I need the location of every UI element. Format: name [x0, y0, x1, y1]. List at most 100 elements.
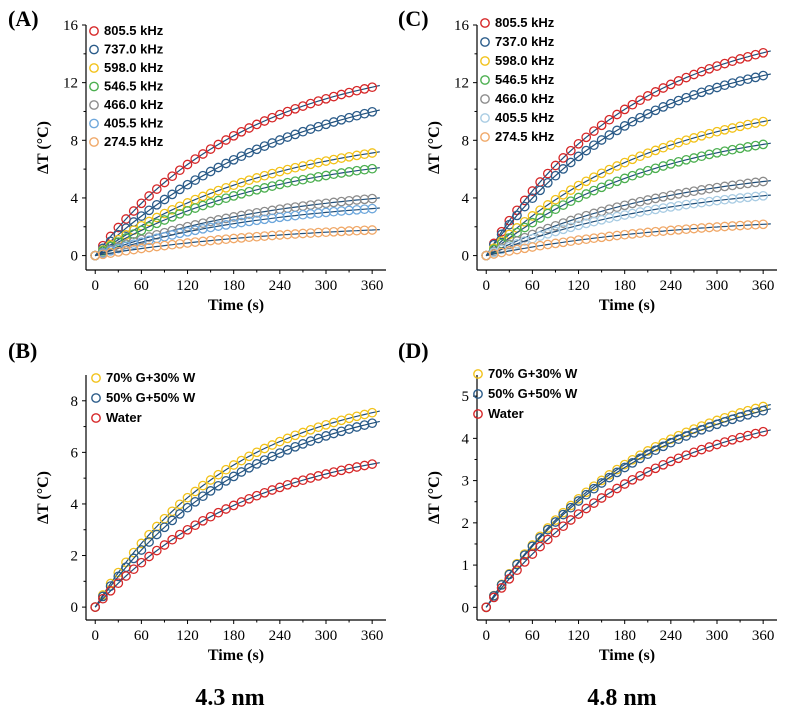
data-point [213, 507, 224, 518]
data-point [359, 204, 370, 215]
legend-marker [480, 56, 490, 66]
data-point [144, 191, 154, 201]
data-point [635, 470, 645, 481]
data-point [113, 222, 124, 233]
data-point [221, 234, 231, 245]
panel-a: (A) 0 60 120 180 240 300 360 0 4 8 12 16 Time (s) ΔT (… [8, 6, 386, 314]
data-point [251, 119, 262, 130]
data-point [144, 551, 154, 562]
y-tick-label: 8 [71, 394, 79, 410]
data-point [612, 467, 622, 478]
data-point [198, 480, 208, 491]
data-point [573, 151, 584, 162]
y-tick-label: 4 [462, 431, 470, 447]
data-point [758, 219, 769, 230]
data-point [604, 472, 615, 483]
data-point [550, 170, 561, 181]
data-point [321, 227, 331, 238]
data-point [198, 491, 208, 502]
data-point [627, 458, 638, 468]
data-point [244, 232, 254, 243]
x-tick-label: 60 [525, 278, 540, 294]
data-point [596, 493, 607, 503]
data-point [167, 239, 178, 250]
data-point [642, 227, 653, 238]
data-point [581, 503, 592, 514]
panel-c: (C) 0 60 120 180 240 300 360 0 4 8 12 16 Time (s) ΔT (… [398, 6, 777, 314]
data-point [198, 515, 208, 526]
data-point [512, 565, 522, 576]
y-tick-label: 4 [71, 191, 79, 207]
x-tick-label: 300 [315, 628, 338, 644]
data-point [344, 226, 354, 236]
data-point [558, 509, 569, 520]
legend-marker [473, 409, 483, 419]
legend-marker [89, 26, 99, 36]
data-point [144, 205, 154, 216]
data-point [305, 228, 316, 238]
data-point [604, 130, 615, 140]
data-point [558, 237, 569, 248]
data-point [159, 194, 170, 205]
data-point [182, 524, 193, 535]
y-tick-label: 0 [462, 600, 470, 616]
caption-left: 4.3 nm [195, 685, 264, 711]
data-point [274, 230, 285, 240]
data-point [205, 475, 216, 485]
data-point [642, 91, 653, 101]
data-point [550, 160, 561, 171]
data-point [758, 405, 769, 416]
legend-label: 50% G+50% W [488, 386, 578, 401]
data-point [650, 87, 661, 97]
panel-label: (A) [8, 6, 39, 31]
data-point [596, 135, 607, 145]
y-tick-label: 12 [63, 76, 78, 92]
data-point [159, 540, 170, 550]
data-point [105, 578, 116, 589]
data-point [758, 190, 769, 201]
legend-marker [89, 100, 99, 110]
data-point [681, 224, 692, 235]
data-point [182, 159, 193, 170]
data-point [236, 467, 247, 477]
legend-marker [89, 118, 99, 129]
y-tick-label: 2 [71, 549, 79, 565]
data-point [665, 434, 676, 445]
x-tick-label: 300 [315, 278, 338, 294]
legend-marker [89, 63, 99, 73]
data-point [259, 455, 270, 465]
data-point [642, 446, 653, 456]
data-point [267, 213, 278, 224]
data-point [750, 191, 761, 202]
legend-label: 546.5 kHz [495, 72, 555, 87]
data-point [635, 95, 645, 106]
data-point [589, 172, 599, 183]
legend-marker [480, 37, 490, 47]
y-tick-label: 16 [454, 18, 470, 34]
data-point [213, 480, 224, 491]
y-tick-label: 12 [454, 76, 469, 92]
data-point [182, 492, 193, 503]
data-point [228, 500, 239, 511]
x-tick-label: 240 [660, 278, 683, 294]
data-point [758, 139, 769, 150]
data-point [190, 154, 201, 164]
data-point [251, 231, 262, 242]
data-point [167, 515, 178, 526]
data-point [627, 99, 638, 110]
data-point [267, 230, 278, 241]
data-point [367, 148, 378, 158]
data-point [121, 571, 131, 581]
data-point [228, 460, 239, 470]
data-point [727, 221, 738, 231]
legend-label: 405.5 kHz [104, 116, 164, 131]
data-point [182, 502, 193, 513]
x-tick-label: 0 [482, 278, 490, 294]
data-point [558, 189, 569, 200]
legend-marker [89, 137, 99, 147]
data-point [205, 235, 216, 246]
x-tick-label: 180 [222, 628, 245, 644]
data-point [351, 204, 362, 215]
y-axis-title: ΔT (°C) [426, 471, 443, 524]
x-tick-label: 60 [525, 628, 540, 644]
